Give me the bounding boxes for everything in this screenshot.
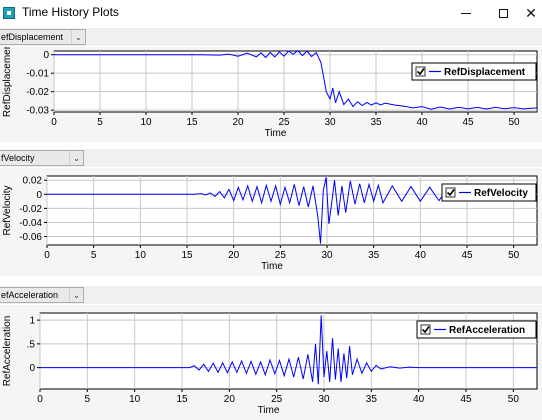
displacement-x-tick-label: 15 [186, 117, 198, 128]
displacement-plot[interactable]: 0 5 10 15 20 25 30 35 40 45 50 0 -0.01 -0.02 -0.03 Time… [0, 47, 542, 142]
acceleration-y-tick-label: 0 [29, 363, 35, 374]
acceleration-legend-label: RefAcceleration [449, 325, 525, 336]
acceleration-x-tick-label: 50 [508, 394, 520, 405]
velocity-y-tick-label: -0.06 [19, 232, 42, 243]
acceleration-x-tick-label: 5 [85, 394, 91, 405]
acceleration-plot[interactable]: 0 5 10 15 20 25 30 35 40 45 50 1 .5 0 Time RefAccelerat… [0, 305, 542, 420]
velocity-plot[interactable]: 0 5 10 15 20 25 30 35 40 45 50 0.02 0 -0.02 -0.04 -0.06… [0, 168, 542, 276]
acceleration-x-tick-label: 25 [271, 394, 283, 405]
acceleration-y-axis-title: RefAcceleration [2, 316, 13, 387]
minimize-icon [461, 12, 471, 14]
displacement-series-select[interactable]: efDisplacement ⌄ [0, 29, 86, 45]
velocity-y-axis-title: RefVelocity [2, 185, 13, 235]
acceleration-x-tick-label: 30 [318, 394, 330, 405]
acceleration-x-tick-label: 40 [413, 394, 425, 405]
acceleration-legend-box [416, 320, 537, 339]
velocity-legend-label: RefVelocity [474, 188, 528, 199]
maximize-button[interactable] [485, 0, 521, 26]
displacement-y-tick-label: -0.03 [26, 106, 49, 117]
displacement-x-tick-label: 40 [416, 117, 428, 128]
chevron-down-icon: ⌄ [69, 288, 83, 302]
close-button[interactable]: ✕ [520, 0, 542, 26]
acceleration-series-line [40, 315, 537, 385]
acceleration-chart: 0 5 10 15 20 25 30 35 40 45 50 1 .5 0 Time RefAccelerat… [2, 312, 538, 416]
chevron-down-icon: ⌄ [69, 151, 83, 165]
displacement-x-tick-label: 0 [51, 117, 57, 128]
displacement-x-axis-title: Time [265, 128, 287, 139]
acceleration-panel-header: efAcceleration ⌄ [0, 286, 542, 304]
minimize-button[interactable] [448, 0, 484, 26]
displacement-series-line [54, 49, 538, 110]
acceleration-y-tick-label: 1 [29, 316, 35, 327]
velocity-x-tick-label: 50 [508, 250, 520, 261]
velocity-x-tick-label: 20 [228, 250, 240, 261]
displacement-y-axis-title: RefDisplacemer [2, 47, 13, 117]
velocity-y-tick-label: -0.02 [19, 204, 42, 215]
velocity-series-line [47, 177, 538, 244]
chevron-down-icon: ⌄ [71, 30, 85, 44]
displacement-select-value: efDisplacement [1, 32, 64, 42]
displacement-x-tick-label: 50 [508, 117, 520, 128]
velocity-chart: 0 5 10 15 20 25 30 35 40 45 50 0.02 0 -0.02 -0.04 -0.06… [2, 175, 538, 272]
title-bar: Time History Plots ✕ [0, 0, 542, 26]
displacement-y-tick-label: 0 [43, 50, 49, 61]
displacement-x-tick-label: 35 [370, 117, 382, 128]
checkmark-icon [416, 68, 425, 76]
displacement-legend-label: RefDisplacement [444, 67, 526, 78]
displacement-y-tick-label: -0.02 [26, 87, 49, 98]
displacement-legend-checkbox [415, 66, 426, 77]
velocity-y-tick-label: 0.02 [23, 176, 43, 187]
acceleration-x-tick-label: 20 [224, 394, 236, 405]
velocity-x-tick-label: 45 [461, 250, 473, 261]
window-title: Time History Plots [22, 5, 119, 19]
displacement-x-tick-label: 25 [278, 117, 290, 128]
acceleration-x-tick-label: 15 [176, 394, 188, 405]
acceleration-x-tick-label: 10 [129, 394, 141, 405]
velocity-x-tick-label: 25 [275, 250, 287, 261]
velocity-x-tick-label: 10 [135, 250, 147, 261]
velocity-panel-header: fVelocity ⌄ [0, 149, 542, 167]
displacement-x-tick-label: 5 [97, 117, 103, 128]
checkmark-icon [421, 326, 430, 334]
acceleration-x-tick-label: 0 [37, 394, 43, 405]
displacement-x-tick-label: 30 [324, 117, 336, 128]
acceleration-x-tick-label: 45 [460, 394, 472, 405]
maximize-icon [498, 8, 508, 18]
velocity-series-select[interactable]: fVelocity ⌄ [0, 150, 84, 166]
velocity-x-tick-label: 5 [91, 250, 97, 261]
checkmark-icon [446, 189, 455, 197]
acceleration-select-value: efAcceleration [1, 290, 59, 300]
velocity-x-tick-label: 0 [44, 250, 50, 261]
acceleration-x-axis-title: Time [258, 405, 280, 416]
app-icon [3, 7, 15, 19]
velocity-legend-checkbox [445, 187, 456, 198]
close-icon: ✕ [525, 4, 537, 21]
velocity-x-tick-label: 35 [368, 250, 380, 261]
velocity-y-tick-label: -0.04 [19, 218, 42, 229]
displacement-x-tick-label: 45 [462, 117, 474, 128]
displacement-x-tick-label: 10 [140, 117, 152, 128]
velocity-x-tick-label: 30 [321, 250, 333, 261]
displacement-panel-header: efDisplacement ⌄ [0, 28, 542, 46]
velocity-legend-box [441, 183, 537, 202]
acceleration-series-select[interactable]: efAcceleration ⌄ [0, 287, 84, 303]
displacement-x-tick-label: 20 [232, 117, 244, 128]
velocity-x-tick-label: 15 [181, 250, 193, 261]
velocity-y-tick-label: 0 [36, 190, 42, 201]
acceleration-legend-checkbox [420, 324, 431, 335]
velocity-select-value: fVelocity [1, 153, 35, 163]
acceleration-y-tick-label: .5 [27, 339, 36, 350]
displacement-chart: 0 5 10 15 20 25 30 35 40 45 50 0 -0.01 -0.02 -0.03 Time… [2, 47, 538, 139]
displacement-y-tick-label: -0.01 [26, 69, 49, 80]
displacement-plot-frame [53, 50, 538, 113]
displacement-legend-box [411, 62, 537, 81]
acceleration-x-tick-label: 35 [366, 394, 378, 405]
velocity-x-axis-title: Time [261, 261, 283, 272]
velocity-x-tick-label: 40 [415, 250, 427, 261]
